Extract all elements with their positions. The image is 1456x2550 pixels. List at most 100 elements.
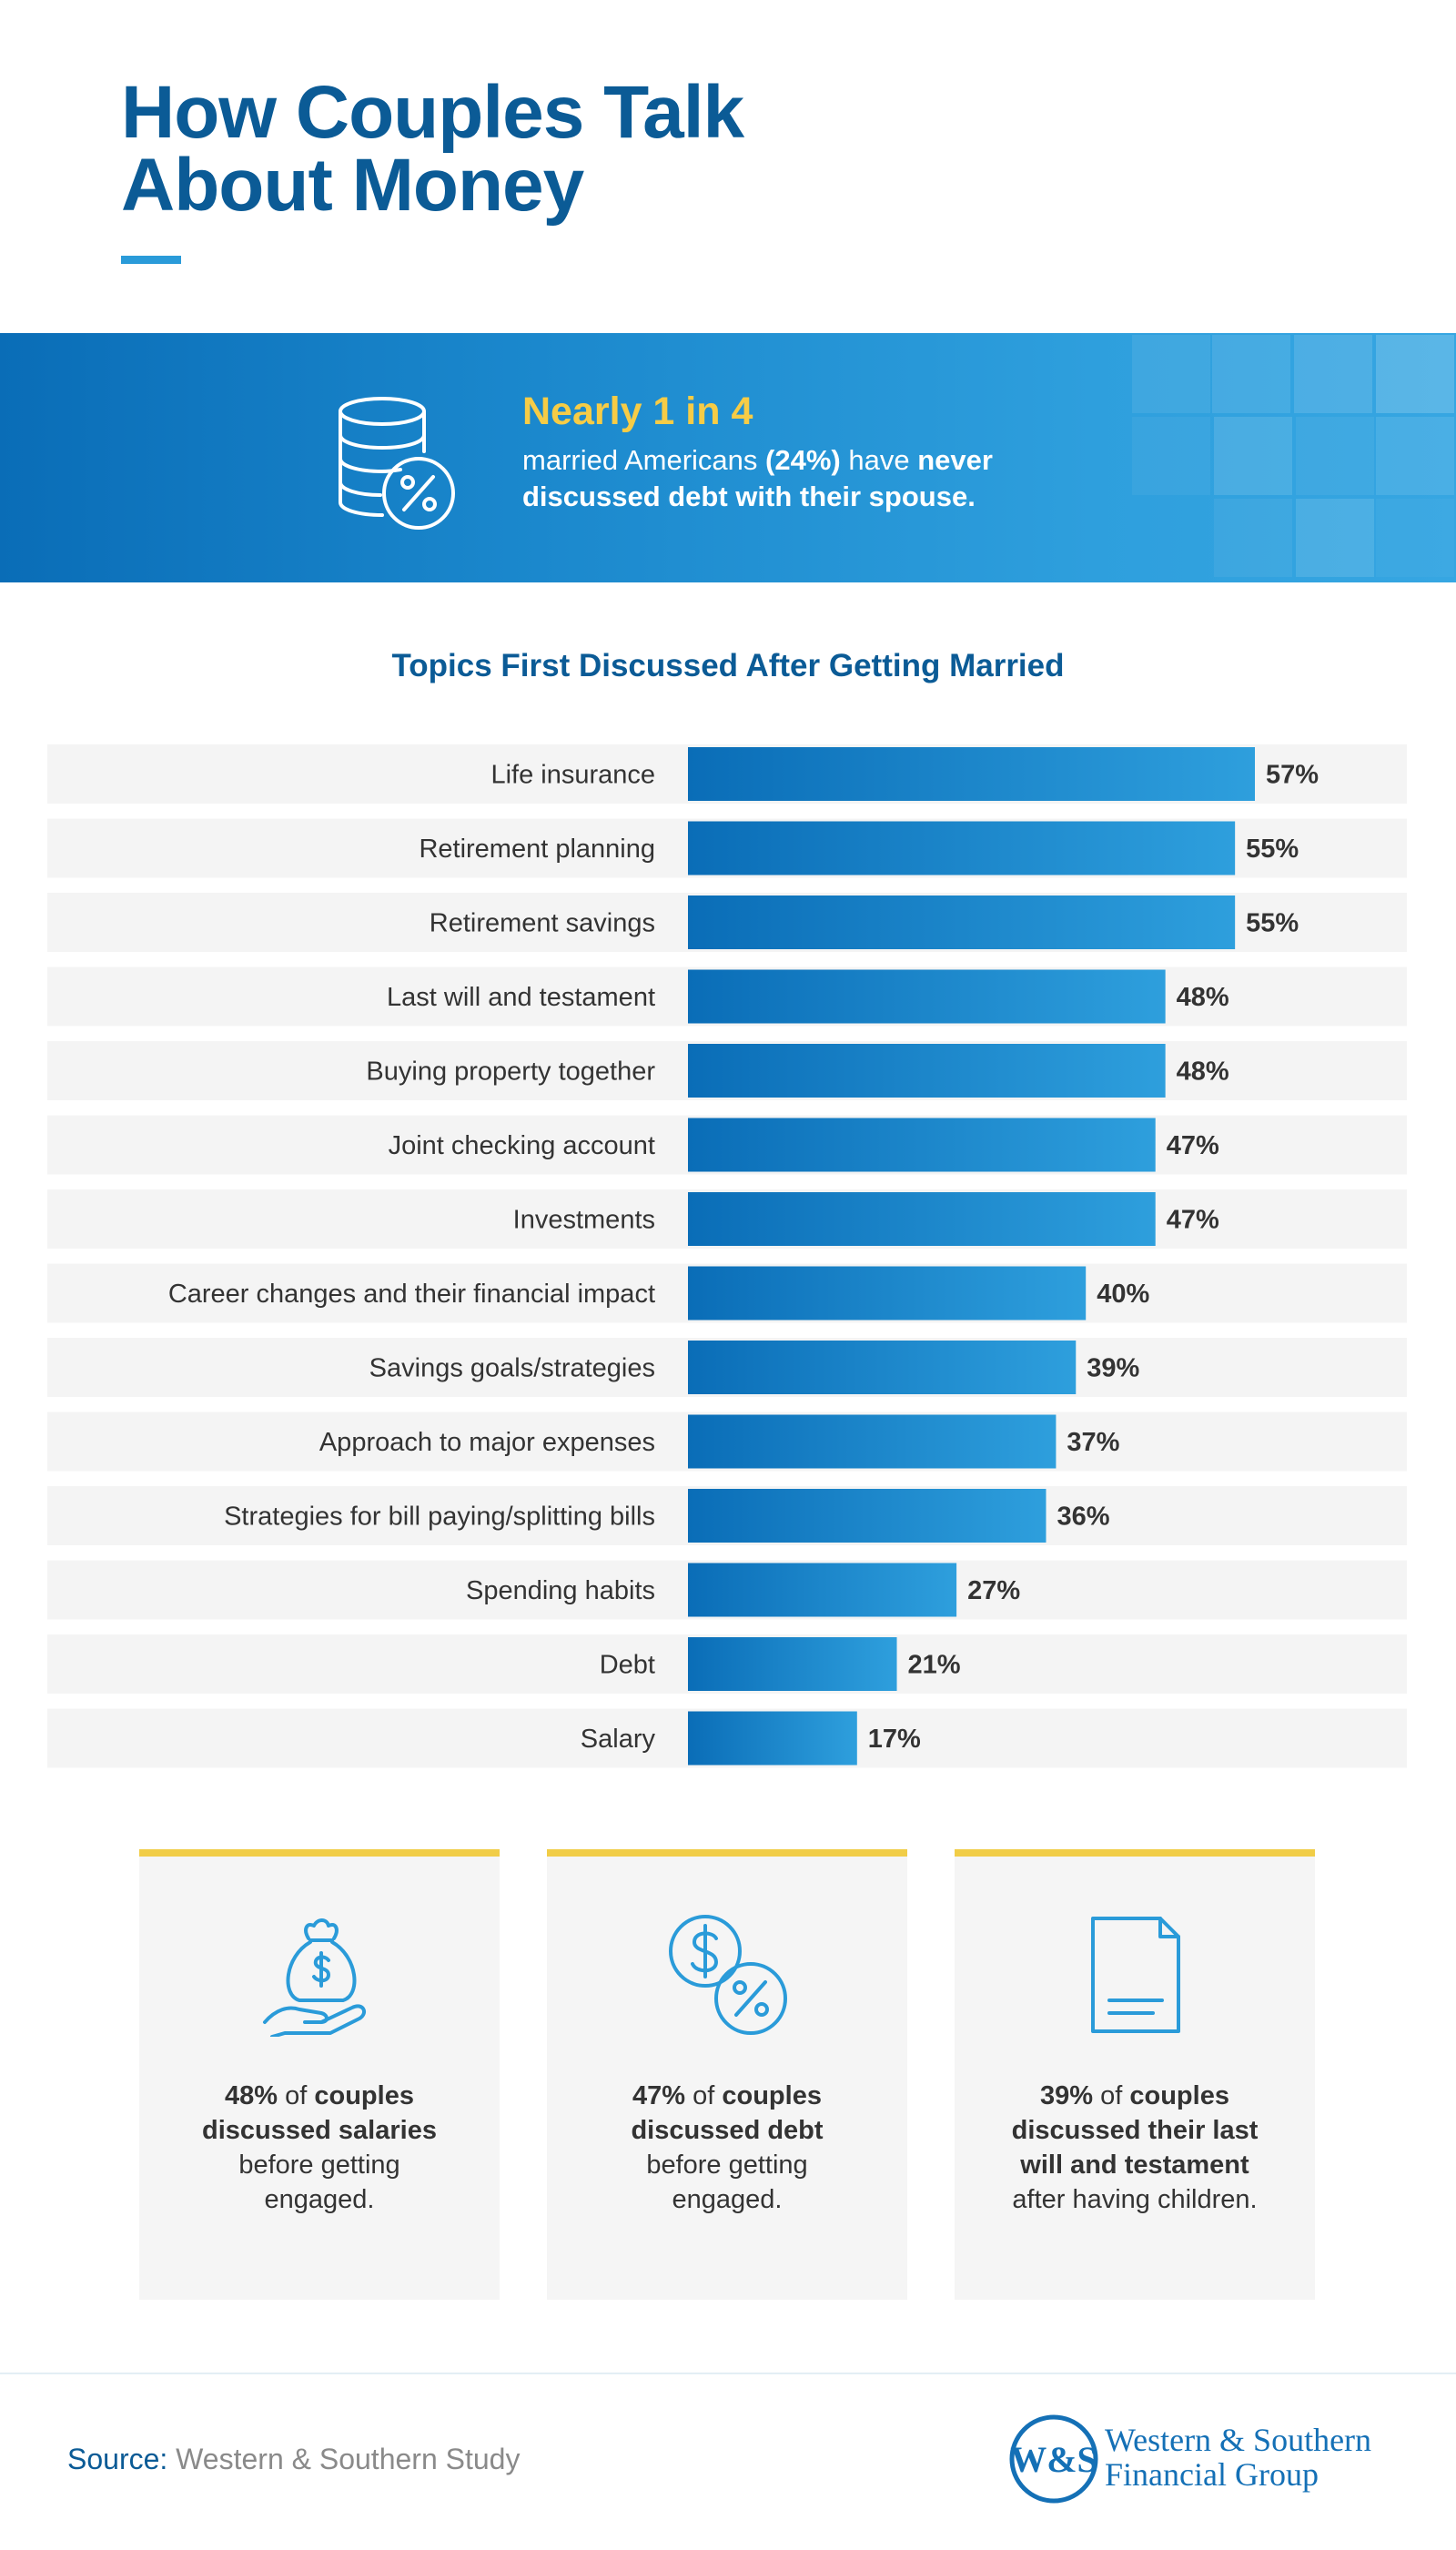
card-rest: engaged. (264, 2185, 375, 2214)
chart-row: Strategies for bill paying/splitting bil… (47, 1486, 1407, 1545)
bar (688, 969, 1166, 1024)
source-label: Source: (67, 2443, 168, 2475)
value-label: 40% (1097, 1280, 1149, 1309)
chart-row: Last will and testament 48% (47, 966, 1407, 1027)
coins-percent-icon (339, 397, 455, 530)
bar (688, 1489, 1046, 1543)
page-title: How Couples Talk About Money (121, 71, 744, 227)
title-underline (121, 256, 181, 264)
bar-chart: Life insurance 57%Retirement planning 55%R… (47, 744, 1407, 1768)
category-label: Spending habits (466, 1576, 655, 1605)
card-pct: 48% (225, 2081, 278, 2110)
category-label: Last will and testament (387, 983, 655, 1012)
chart-row: Joint checking account 47% (47, 1115, 1407, 1175)
bar (688, 1341, 1077, 1394)
card-bold: discussed debt (631, 2116, 824, 2145)
category-label: Strategies for bill paying/splitting bil… (224, 1503, 655, 1532)
category-label: Life insurance (490, 761, 655, 790)
ws-monogram-icon: W&S (1009, 2414, 1098, 2504)
banner-tile (1296, 417, 1374, 495)
value-label: 55% (1246, 909, 1299, 938)
card-of: of (1093, 2081, 1130, 2110)
banner-tile (1132, 335, 1210, 413)
chart-row: Debt 21% (47, 1634, 1407, 1694)
banner-tile (1376, 335, 1454, 413)
value-label: 48% (1177, 1057, 1229, 1087)
value-label: 36% (1057, 1503, 1109, 1532)
card-bold: couples (1129, 2081, 1229, 2110)
value-label: 47% (1167, 1206, 1219, 1235)
stat-card-will: 39% of couples discussed their last will… (955, 1849, 1315, 2300)
card-rest: before getting (646, 2150, 808, 2180)
category-label: Joint checking account (389, 1131, 655, 1160)
chart-row: Retirement savings 55% (47, 893, 1407, 952)
logo-text: Western & Southern Financial Group (1105, 2423, 1371, 2492)
category-label: Retirement savings (430, 909, 655, 938)
banner-tile (1294, 335, 1372, 413)
chart-row: Career changes and their financial impac… (47, 1263, 1407, 1323)
value-label: 48% (1177, 983, 1229, 1012)
banner-body-pre: married Americans (522, 444, 766, 476)
category-label: Approach to major expenses (319, 1428, 655, 1457)
bar (688, 1711, 857, 1766)
chart-row: Retirement planning 55% (47, 818, 1407, 878)
value-label: 55% (1246, 835, 1299, 864)
money-bag-hand-icon (263, 1918, 367, 2037)
card-of: of (278, 2081, 315, 2110)
bar (688, 1637, 897, 1691)
value-label: 37% (1067, 1428, 1119, 1457)
banner-tile (1376, 417, 1454, 495)
bar (688, 1414, 1057, 1469)
logo-line-1: Western & Southern (1105, 2422, 1372, 2458)
bar (688, 896, 1236, 949)
stat-card-text: 48% of couples discussed salaries before… (157, 2079, 481, 2217)
chart-row: Buying property together 48% (47, 1041, 1407, 1100)
stat-card-debt: 47% of couples discussed debt before get… (547, 1849, 907, 2300)
source-value: Western & Southern Study (176, 2443, 521, 2475)
category-label: Investments (513, 1206, 655, 1235)
logo-line-2: Financial Group (1105, 2456, 1319, 2493)
value-label: 21% (908, 1651, 961, 1680)
card-pct: 39% (1040, 2081, 1094, 2110)
bar (688, 1118, 1156, 1172)
title-line-2: About Money (121, 144, 584, 227)
chart-row: Life insurance 57% (47, 744, 1407, 804)
value-label: 17% (868, 1725, 921, 1754)
banner-body-end: discussed debt with their spouse. (522, 481, 976, 512)
bar (688, 747, 1256, 801)
category-label: Salary (581, 1725, 656, 1754)
card-bold: discussed their last (1011, 2116, 1259, 2145)
stat-card-text: 47% of couples discussed debt before get… (565, 2079, 889, 2217)
bar (688, 1192, 1156, 1246)
category-label: Buying property together (366, 1057, 655, 1087)
category-label: Savings goals/strategies (369, 1354, 655, 1383)
bar (688, 821, 1236, 875)
category-label: Career changes and their financial impac… (168, 1280, 655, 1309)
footer-divider (0, 2373, 1456, 2374)
value-label: 39% (1087, 1354, 1139, 1383)
banner-tile (1212, 335, 1290, 413)
title-line-1: How Couples Talk (121, 71, 744, 154)
banner-tile (1214, 417, 1292, 495)
bar (688, 1044, 1166, 1098)
value-label: 57% (1266, 761, 1319, 790)
banner-tile (1132, 417, 1210, 495)
value-label: 47% (1167, 1131, 1219, 1160)
stat-card-salaries: 48% of couples discussed salaries before… (139, 1849, 500, 2300)
card-bold: couples (722, 2081, 822, 2110)
banner-body: married Americans (24%) have never discu… (522, 442, 1105, 515)
banner-headline: Nearly 1 in 4 (522, 390, 753, 433)
value-label: 27% (967, 1576, 1020, 1605)
category-label: Retirement planning (419, 835, 655, 864)
stat-banner: Nearly 1 in 4 married Americans (24%) ha… (0, 333, 1456, 582)
card-of: of (685, 2081, 723, 2110)
card-bold: will and testament (1020, 2150, 1249, 2180)
chart-title: Topics First Discussed After Getting Mar… (391, 648, 1065, 683)
card-rest: before getting (238, 2150, 400, 2180)
card-bold: couples (314, 2081, 414, 2110)
card-rest: after having children. (1012, 2185, 1258, 2214)
chart-row: Savings goals/strategies 39% (47, 1338, 1407, 1397)
chart-row: Investments 47% (47, 1189, 1407, 1249)
bar (688, 1266, 1087, 1321)
chart-row: Spending habits 27% (47, 1560, 1407, 1620)
